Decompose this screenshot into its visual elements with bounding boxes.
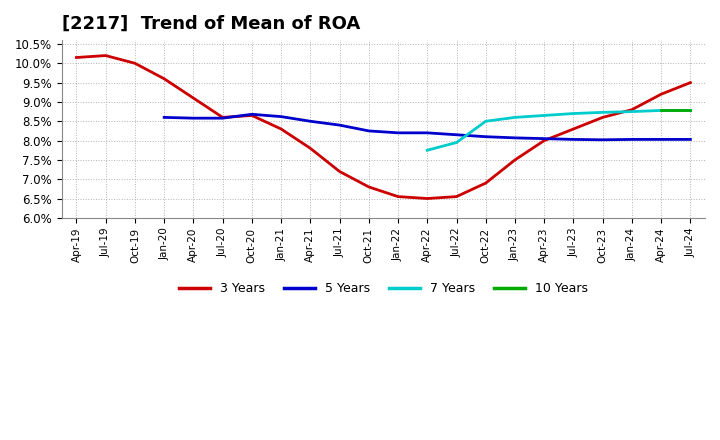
- 5 Years: [569, 137, 577, 142]
- 5 Years: [598, 137, 607, 143]
- 3 Years: [72, 55, 81, 60]
- 3 Years: [394, 194, 402, 199]
- 5 Years: [189, 116, 198, 121]
- 3 Years: [189, 95, 198, 101]
- 3 Years: [657, 92, 665, 97]
- 3 Years: [218, 115, 227, 120]
- 7 Years: [510, 115, 519, 120]
- 7 Years: [628, 109, 636, 114]
- 3 Years: [160, 76, 168, 81]
- 3 Years: [364, 184, 373, 190]
- Legend: 3 Years, 5 Years, 7 Years, 10 Years: 3 Years, 5 Years, 7 Years, 10 Years: [174, 278, 593, 301]
- 10 Years: [686, 108, 695, 113]
- Line: 3 Years: 3 Years: [76, 55, 690, 198]
- 5 Years: [218, 116, 227, 121]
- 7 Years: [657, 108, 665, 113]
- 3 Years: [598, 115, 607, 120]
- 7 Years: [598, 110, 607, 115]
- 5 Years: [364, 128, 373, 134]
- 3 Years: [482, 180, 490, 186]
- 5 Years: [686, 137, 695, 142]
- 3 Years: [628, 107, 636, 112]
- 3 Years: [102, 53, 110, 58]
- Text: [2217]  Trend of Mean of ROA: [2217] Trend of Mean of ROA: [62, 15, 360, 33]
- 10 Years: [657, 108, 665, 113]
- 7 Years: [452, 140, 461, 145]
- 5 Years: [160, 115, 168, 120]
- 3 Years: [686, 80, 695, 85]
- 7 Years: [482, 119, 490, 124]
- 5 Years: [657, 137, 665, 142]
- 5 Years: [423, 130, 431, 136]
- 3 Years: [540, 138, 549, 143]
- 7 Years: [686, 108, 695, 113]
- 3 Years: [452, 194, 461, 199]
- 3 Years: [306, 146, 315, 151]
- 3 Years: [336, 169, 344, 174]
- 3 Years: [276, 126, 285, 132]
- 5 Years: [336, 122, 344, 128]
- 7 Years: [423, 147, 431, 153]
- Line: 5 Years: 5 Years: [164, 114, 690, 140]
- 7 Years: [540, 113, 549, 118]
- 5 Years: [482, 134, 490, 139]
- 3 Years: [510, 157, 519, 162]
- 7 Years: [569, 111, 577, 116]
- 3 Years: [130, 61, 139, 66]
- 5 Years: [510, 135, 519, 140]
- 3 Years: [423, 196, 431, 201]
- 5 Years: [306, 119, 315, 124]
- Line: 7 Years: 7 Years: [427, 110, 690, 150]
- 3 Years: [569, 126, 577, 132]
- 5 Years: [540, 136, 549, 141]
- 5 Years: [628, 137, 636, 142]
- 5 Years: [248, 112, 256, 117]
- 5 Years: [394, 130, 402, 136]
- 5 Years: [452, 132, 461, 137]
- 5 Years: [276, 114, 285, 119]
- 3 Years: [248, 113, 256, 118]
